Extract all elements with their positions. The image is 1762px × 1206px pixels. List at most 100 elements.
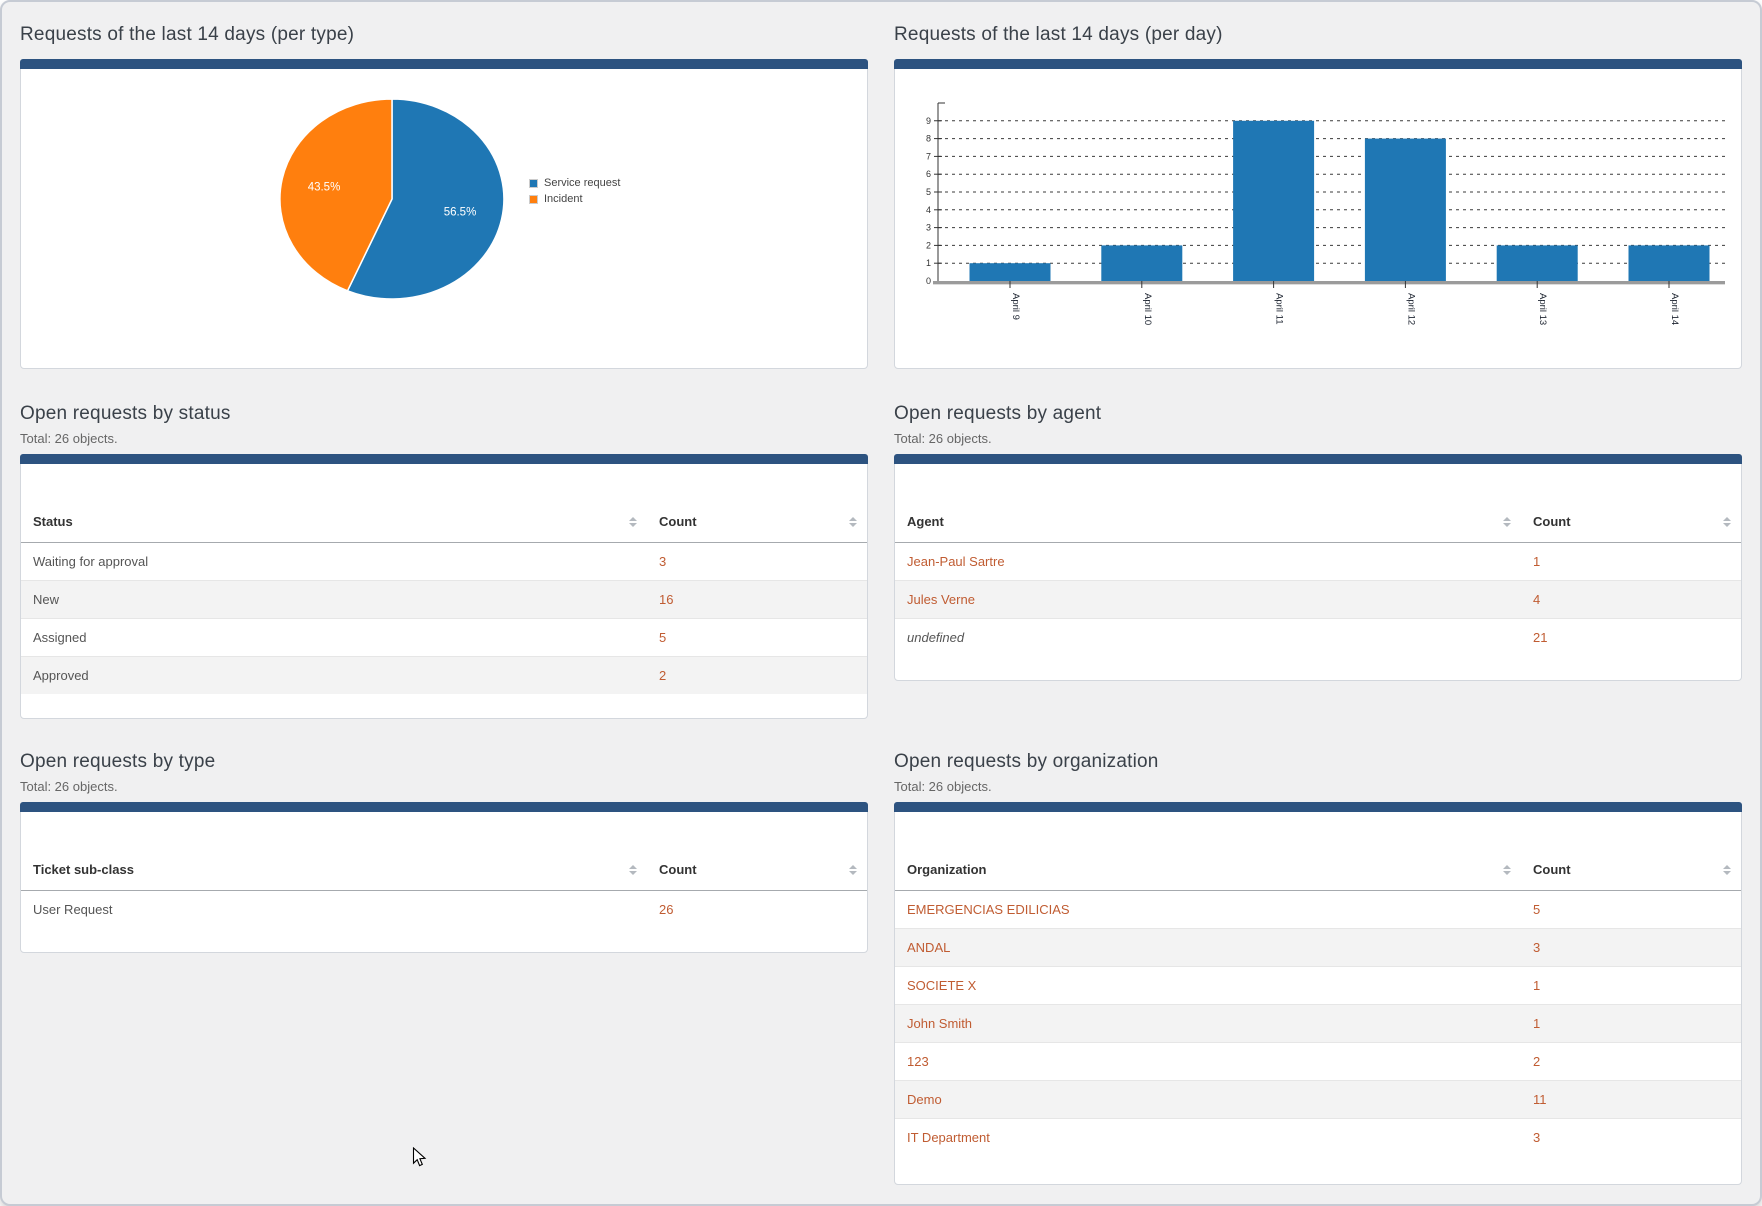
agent-undefined-label: undefined [907,630,965,645]
section-open-by-organization: Open requests by organization Total: 26 … [894,751,1742,1185]
organization-link[interactable]: SOCIETE X [907,978,977,993]
total-objects-label: Total: 26 objects. [20,779,118,794]
organization-link[interactable]: 123 [907,1054,929,1069]
count-link[interactable]: 2 [659,668,667,683]
table-row: IT Department 3 [895,1118,1741,1156]
pie-chart-area: 56.5% 43.5% Service request Incident [21,69,867,368]
pie-slice [346,98,505,300]
sort-icon [1723,516,1731,527]
table-row: 123 2 [895,1042,1741,1081]
count-link[interactable]: 11 [1533,1092,1547,1107]
count-link[interactable]: 5 [659,630,667,645]
x-axis-tick-label: April 10 [1142,293,1153,325]
pie-chart-panel: 56.5% 43.5% Service request Incident [20,59,868,369]
legend-item: Service request [529,175,620,191]
count-link[interactable]: 3 [659,554,667,569]
count-link[interactable]: 5 [1533,902,1541,917]
panel-accent-bar [894,454,1742,464]
pie-chart: 56.5% 43.5% [279,98,505,300]
panel-accent-bar [20,59,868,69]
section-title: Open requests by status [20,403,231,424]
section-open-by-type: Open requests by type Total: 26 objects.… [20,751,868,953]
section-title: Open requests by agent [894,403,1102,424]
column-header-agent[interactable]: Agent [895,464,1522,543]
table-row: New 16 [21,580,867,619]
pie-percent-label: 43.5% [308,181,341,193]
status-label: New [33,592,60,607]
pie-slice [279,98,393,292]
legend-label: Incident [544,193,583,205]
x-axis-tick-label: April 13 [1537,293,1548,325]
panel-accent-bar [894,59,1742,69]
section-title: Requests of the last 14 days (per day) [894,24,1223,45]
organization-link[interactable]: EMERGENCIAS EDILICIAS [907,902,1070,917]
organization-link[interactable]: John Smith [907,1016,973,1031]
y-axis-tick-label: 4 [926,205,931,215]
table-row: undefined 21 [895,618,1741,656]
organization-table: Organization Count EMERGENCIAS EDILICIAS [895,812,1741,1156]
bar-chart: 0 1 2 3 4 5 6 7 8 9 April 9 April 10 April 11 April 1… [926,102,1725,325]
count-link[interactable]: 16 [659,592,674,607]
section-title: Open requests by organization [894,751,1159,772]
count-link[interactable]: 21 [1533,630,1548,645]
count-link[interactable]: 1 [1533,554,1541,569]
section-requests-per-day: Requests of the last 14 days (per day) 0… [894,24,1742,369]
y-axis-tick-label: 5 [926,187,931,197]
section-title: Open requests by type [20,751,216,772]
count-link[interactable]: 1 [1533,978,1541,993]
panel-accent-bar [20,802,868,812]
section-requests-per-type: Requests of the last 14 days (per type) … [20,24,868,369]
column-header-count[interactable]: Count [647,464,867,543]
status-label: Approved [33,668,89,683]
table-row: User Request 26 [21,891,867,929]
organization-link[interactable]: IT Department [907,1130,990,1145]
agent-link[interactable]: Jean-Paul Sartre [907,554,1005,569]
y-axis-tick-label: 6 [926,169,931,179]
x-axis-tick-label: April 12 [1405,293,1416,325]
legend-label: Service request [544,177,621,189]
bar-chart-panel: 0 1 2 3 4 5 6 7 8 9 April 9 April 10 April 11 April 1… [894,59,1742,369]
count-link[interactable]: 3 [1533,1130,1541,1145]
agent-link[interactable]: Jules Verne [907,592,975,607]
y-axis-tick-label: 1 [926,258,931,268]
legend-swatch-icon [529,178,538,188]
count-link[interactable]: 26 [659,902,674,917]
total-objects-label: Total: 26 objects. [894,779,992,794]
table-row: Assigned 5 [21,618,867,657]
status-table-panel: Status Count Waiting for approval [20,454,868,719]
organization-link[interactable]: Demo [907,1092,942,1107]
table-row: SOCIETE X 1 [895,966,1741,1005]
y-axis-tick-label: 8 [926,134,931,144]
dashboard-grid: Requests of the last 14 days (per type) … [2,2,1760,1185]
legend-item: Incident [529,191,620,207]
status-label: Waiting for approval [33,554,149,569]
x-axis-tick-label: April 9 [1010,293,1021,320]
count-link[interactable]: 3 [1533,940,1541,955]
table-row: Jules Verne 4 [895,580,1741,619]
bar [1233,120,1315,281]
panel-accent-bar [894,802,1742,812]
column-header-count[interactable]: Count [647,812,867,891]
mouse-cursor-icon [412,1147,427,1167]
table-row: Demo 11 [895,1080,1741,1119]
pie-percent-label: 56.5% [444,207,477,219]
bar [1496,245,1578,281]
bar [969,263,1051,281]
count-link[interactable]: 1 [1533,1016,1541,1031]
column-header-status[interactable]: Status [21,464,648,543]
panel-accent-bar [20,454,868,464]
count-link[interactable]: 2 [1533,1054,1541,1069]
column-header-organization[interactable]: Organization [895,812,1522,891]
table-row: EMERGENCIAS EDILICIAS 5 [895,891,1741,929]
column-header-ticket-subclass[interactable]: Ticket sub-class [21,812,648,891]
organization-table-panel: Organization Count EMERGENCIAS EDILICIAS [894,802,1742,1185]
count-link[interactable]: 4 [1533,592,1541,607]
column-header-count[interactable]: Count [1521,812,1741,891]
agent-table: Agent Count Jean-Paul Sartre [895,464,1741,656]
table-row: Approved 2 [21,656,867,694]
sort-icon [1503,864,1512,875]
column-header-count[interactable]: Count [1521,464,1741,543]
table-row: Jean-Paul Sartre 1 [895,543,1741,581]
status-label: Assigned [33,630,87,645]
organization-link[interactable]: ANDAL [907,940,951,955]
